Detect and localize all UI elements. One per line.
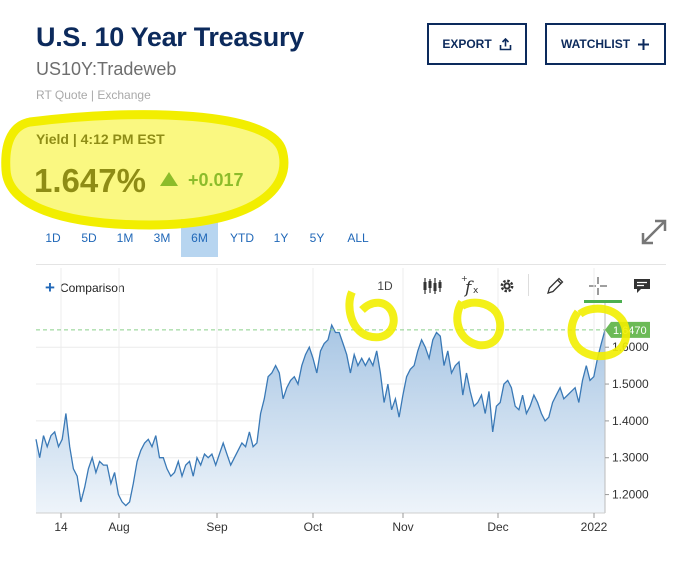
range-ytd[interactable]: YTD [230, 231, 254, 245]
svg-text:f: f [463, 278, 474, 297]
comparison-label: Comparison [59, 281, 125, 295]
volume-marker [584, 300, 622, 303]
range-1y[interactable]: 1Y [273, 231, 289, 245]
x-tick-label: Nov [392, 520, 413, 534]
symbol-label: US10Y:Tradeweb [36, 59, 177, 79]
y-tick-label: 1.3000 [612, 451, 649, 465]
watchlist-button[interactable]: WATCHLIST [545, 23, 666, 65]
plus-icon: + [45, 278, 55, 297]
range-all[interactable]: ALL [347, 231, 369, 245]
yield-area [36, 325, 605, 513]
y-tick-label: 1.6000 [612, 340, 649, 354]
range-1m[interactable]: 1M [116, 231, 134, 245]
function-icon[interactable]: + f x [458, 274, 480, 298]
gear-icon[interactable] [497, 274, 517, 298]
range-3m[interactable]: 3M [153, 231, 171, 245]
x-tick-label: 2022 [581, 520, 608, 534]
toolbar-divider [528, 274, 529, 296]
export-icon [499, 37, 512, 51]
svg-text:+: + [461, 275, 468, 283]
watchlist-label: WATCHLIST [560, 37, 631, 51]
pencil-icon[interactable] [544, 274, 566, 298]
candlestick-icon[interactable] [421, 274, 443, 298]
last-value-label: 1.6470 [613, 325, 647, 337]
interval-button[interactable]: 1D [377, 279, 393, 293]
x-tick-label: Aug [108, 520, 129, 534]
range-5y[interactable]: 5Y [309, 231, 325, 245]
yield-line [35, 323, 606, 507]
export-button[interactable]: EXPORT [427, 23, 527, 65]
page-title: U.S. 10 Year Treasury [36, 22, 304, 52]
chart-divider [36, 264, 666, 265]
export-label: EXPORT [442, 37, 492, 51]
range-1d[interactable]: 1D [45, 231, 61, 245]
expand-icon[interactable] [640, 218, 668, 251]
svg-text:x: x [473, 286, 479, 296]
y-tick-label: 1.5000 [612, 377, 649, 391]
y-tick-label: 1.4000 [612, 414, 649, 428]
comment-icon[interactable] [630, 274, 654, 298]
x-tick-label: Dec [487, 520, 508, 534]
quote-source: RT Quote | Exchange [36, 88, 151, 102]
x-tick-label: Oct [304, 520, 323, 534]
plus-icon [637, 38, 650, 51]
crosshair-icon[interactable] [587, 274, 609, 298]
y-tick-label: 1.2000 [612, 488, 649, 502]
x-tick-label: Sep [206, 520, 228, 534]
range-5d[interactable]: 5D [81, 231, 97, 245]
comparison-button[interactable]: + Comparison [45, 278, 125, 297]
x-tick-label: 14 [54, 520, 68, 534]
